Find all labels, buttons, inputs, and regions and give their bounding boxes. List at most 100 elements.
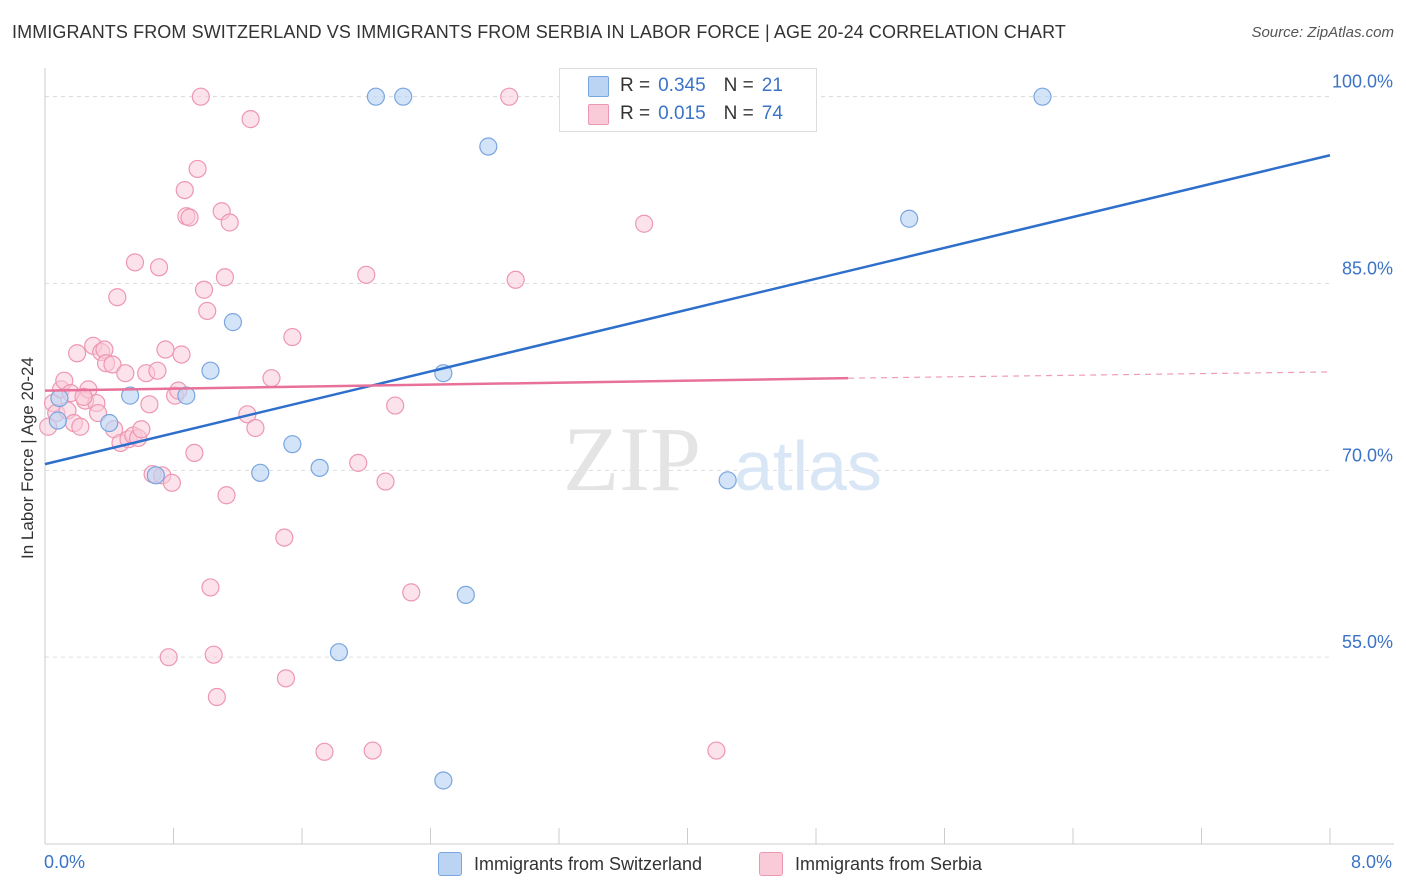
- serbia-point: [220, 213, 239, 232]
- serbia-point: [188, 159, 207, 179]
- switzerland-point: [394, 87, 413, 106]
- y-tick-label: 85.0%: [1342, 259, 1393, 279]
- switzerland-point: [900, 209, 919, 228]
- legend-row-serbia: R = 0.015 N = 74: [588, 101, 783, 127]
- serbia-point: [194, 280, 214, 299]
- serbia-point: [246, 418, 265, 438]
- serbia-point: [108, 288, 127, 307]
- serbia-point: [191, 87, 210, 106]
- legend-label: Immigrants from Serbia: [795, 853, 983, 874]
- serbia-point: [149, 258, 169, 277]
- switzerland-point: [434, 771, 453, 790]
- serbia-point: [71, 417, 90, 436]
- switzerland-point: [146, 466, 165, 485]
- serbia-point: [204, 645, 223, 664]
- serbia-point: [500, 87, 519, 106]
- serbia-point: [283, 327, 302, 347]
- legend-swatch-blue: [438, 852, 462, 876]
- legend-swatch-blue: [588, 75, 609, 97]
- serbia-point: [68, 344, 87, 363]
- legend-swatch-pink: [588, 103, 609, 125]
- serbia-point: [198, 301, 217, 321]
- legend-swatch-pink: [759, 852, 783, 876]
- y-tick-label: 55.0%: [1342, 632, 1393, 652]
- switzerland-point: [201, 361, 220, 380]
- grid-lines: [45, 96, 1330, 658]
- serbia-points: [39, 87, 726, 761]
- axes: [44, 68, 1394, 845]
- source-credit: Source: ZipAtlas.com: [1251, 24, 1394, 41]
- serbia-point: [201, 578, 220, 597]
- switzerland-trend-line: [44, 154, 1331, 466]
- trend-lines: [44, 154, 1331, 466]
- serbia-point: [74, 387, 93, 406]
- x-tick-max: 8.0%: [1350, 852, 1392, 872]
- serbia-point: [276, 669, 296, 688]
- switzerland-point: [456, 585, 475, 604]
- serbia-point: [156, 340, 175, 359]
- switzerland-point: [48, 411, 67, 430]
- switzerland-point: [50, 389, 69, 408]
- switzerland-point: [223, 313, 243, 332]
- x-tick-min: 0.0%: [44, 852, 86, 872]
- r-label: R =: [620, 103, 651, 124]
- switzerland-point: [479, 137, 498, 156]
- legend-label: Immigrants from Switzerland: [474, 853, 703, 874]
- y-tick-label: 100.0%: [1332, 72, 1393, 92]
- r-label: R =: [620, 75, 651, 96]
- serbia-point: [376, 472, 395, 491]
- serbia-trend-line: [44, 376, 849, 392]
- serbia-point: [506, 270, 525, 289]
- serbia-trend-line: [848, 371, 1331, 379]
- serbia-point: [357, 265, 376, 284]
- switzerland-point: [100, 413, 119, 433]
- switzerland-point: [329, 643, 349, 662]
- switzerland-points: [48, 87, 1052, 790]
- serbia-point: [185, 443, 204, 463]
- legend-row-switzerland: R = 0.345 N = 21: [588, 73, 783, 99]
- watermark-zip: ZIP: [563, 408, 701, 510]
- serbia-point: [175, 180, 194, 200]
- r-value: 0.015: [658, 103, 706, 124]
- serbia-point: [386, 396, 405, 415]
- switzerland-point: [177, 386, 196, 405]
- switzerland-point: [251, 463, 270, 482]
- watermark: ZIP atlas: [563, 408, 882, 510]
- serbia-point: [217, 486, 236, 505]
- legend-item-switzerland: Immigrants from Switzerland: [438, 851, 702, 877]
- switzerland-point: [283, 435, 302, 454]
- serbia-point: [349, 453, 368, 472]
- switzerland-point: [1033, 87, 1052, 106]
- switzerland-point: [366, 87, 385, 106]
- serbia-point: [707, 741, 726, 760]
- serbia-point: [315, 742, 334, 761]
- switzerland-point: [310, 458, 329, 477]
- serbia-point: [180, 208, 199, 227]
- serbia-point: [103, 355, 122, 374]
- serbia-point: [159, 648, 178, 667]
- serbia-point: [363, 741, 382, 760]
- serbia-point: [635, 214, 654, 233]
- serbia-point: [215, 268, 234, 287]
- serbia-point: [140, 395, 159, 414]
- n-label: N =: [723, 103, 754, 124]
- serbia-point: [275, 528, 294, 547]
- n-label: N =: [723, 75, 754, 96]
- serbia-point: [125, 253, 145, 272]
- switzerland-point: [718, 471, 737, 490]
- watermark-atlas: atlas: [734, 427, 882, 505]
- switzerland-point: [121, 386, 140, 405]
- serbia-point: [162, 473, 181, 492]
- n-value: 21: [761, 75, 783, 96]
- serbia-point: [262, 369, 281, 388]
- legend-item-serbia: Immigrants from Serbia: [759, 851, 982, 877]
- serbia-point: [241, 110, 260, 129]
- r-value: 0.345: [658, 75, 706, 96]
- serbia-point: [148, 361, 167, 380]
- serbia-point: [116, 364, 135, 383]
- serbia-point: [402, 583, 421, 602]
- serbia-point: [207, 687, 226, 707]
- y-tick-label: 70.0%: [1342, 445, 1393, 465]
- serbia-point: [132, 420, 151, 439]
